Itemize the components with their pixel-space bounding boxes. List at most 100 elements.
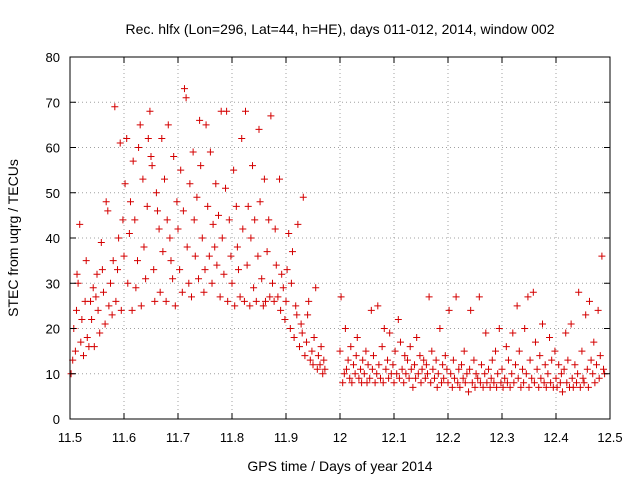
data-point bbox=[352, 352, 360, 360]
data-point bbox=[71, 347, 79, 355]
data-point bbox=[449, 356, 457, 364]
data-point bbox=[417, 379, 425, 387]
data-point bbox=[481, 370, 489, 378]
data-point bbox=[286, 325, 294, 332]
data-point bbox=[357, 365, 365, 373]
y-tick-label: 40 bbox=[46, 231, 60, 246]
data-point bbox=[433, 383, 441, 391]
data-point bbox=[427, 379, 435, 387]
data-point bbox=[557, 370, 565, 378]
y-tick-label: 20 bbox=[46, 322, 60, 337]
data-point bbox=[391, 347, 399, 355]
data-point bbox=[251, 216, 259, 224]
data-point bbox=[303, 338, 311, 346]
x-tick-label: 12.5 bbox=[597, 430, 622, 445]
data-point bbox=[472, 370, 480, 378]
data-point bbox=[136, 121, 144, 129]
data-point bbox=[252, 297, 260, 305]
data-point bbox=[317, 343, 325, 351]
data-point bbox=[384, 356, 392, 364]
y-tick-label: 80 bbox=[46, 50, 60, 65]
data-point bbox=[558, 388, 566, 396]
data-point bbox=[299, 193, 307, 201]
y-tick-label: 10 bbox=[46, 367, 60, 382]
data-point bbox=[319, 370, 327, 378]
data-point bbox=[594, 306, 602, 314]
data-point bbox=[258, 275, 266, 283]
data-point bbox=[243, 261, 251, 269]
data-point bbox=[401, 352, 409, 360]
data-point bbox=[174, 225, 182, 233]
data-point bbox=[439, 361, 447, 369]
data-point bbox=[416, 352, 424, 360]
data-point bbox=[531, 338, 539, 346]
data-point bbox=[150, 266, 158, 274]
data-point bbox=[394, 315, 402, 323]
data-point bbox=[340, 370, 348, 378]
data-point bbox=[506, 383, 514, 391]
data-point bbox=[537, 374, 545, 382]
data-point bbox=[579, 374, 587, 382]
data-point bbox=[170, 153, 178, 161]
data-point bbox=[423, 370, 431, 378]
data-point bbox=[379, 379, 387, 387]
data-point bbox=[272, 261, 280, 269]
data-point bbox=[109, 257, 117, 265]
data-point bbox=[249, 162, 257, 170]
data-point bbox=[600, 365, 608, 373]
data-point bbox=[495, 325, 503, 332]
data-point bbox=[306, 356, 314, 364]
data-point bbox=[366, 374, 374, 382]
data-point bbox=[590, 338, 598, 346]
data-point bbox=[371, 379, 379, 387]
data-point bbox=[274, 293, 282, 301]
data-point bbox=[414, 370, 422, 378]
data-point bbox=[406, 343, 414, 351]
x-tick-label: 11.7 bbox=[166, 430, 190, 445]
data-point bbox=[111, 103, 119, 111]
data-point bbox=[269, 279, 276, 287]
data-point bbox=[177, 166, 185, 174]
data-point bbox=[363, 379, 371, 387]
data-point bbox=[135, 144, 143, 151]
data-point bbox=[234, 266, 242, 274]
data-point bbox=[266, 293, 274, 301]
data-point bbox=[444, 379, 452, 387]
data-point bbox=[398, 365, 406, 373]
data-point bbox=[337, 293, 345, 301]
data-point bbox=[347, 343, 355, 351]
data-point bbox=[378, 343, 386, 351]
data-point bbox=[294, 220, 302, 228]
data-point bbox=[501, 374, 509, 382]
data-point bbox=[458, 361, 465, 369]
data-point bbox=[321, 365, 329, 373]
data-point bbox=[373, 370, 381, 378]
data-point bbox=[476, 379, 484, 387]
data-point bbox=[143, 202, 151, 210]
data-point bbox=[260, 175, 268, 183]
data-point bbox=[107, 279, 114, 287]
data-point bbox=[432, 356, 440, 364]
data-point bbox=[231, 302, 239, 310]
data-point bbox=[146, 107, 154, 115]
data-point bbox=[499, 383, 507, 391]
data-point bbox=[468, 379, 476, 387]
data-point bbox=[455, 365, 463, 373]
data-point bbox=[367, 306, 375, 314]
data-point bbox=[431, 374, 438, 382]
data-point bbox=[82, 257, 90, 265]
data-point bbox=[467, 306, 475, 314]
data-point bbox=[218, 234, 226, 242]
data-point bbox=[281, 315, 289, 323]
data-point bbox=[124, 279, 132, 287]
data-point bbox=[350, 361, 357, 369]
data-point bbox=[336, 347, 344, 355]
data-point bbox=[215, 211, 222, 219]
data-point bbox=[402, 370, 410, 378]
data-point bbox=[568, 374, 576, 382]
data-point bbox=[513, 302, 521, 310]
data-point bbox=[587, 356, 595, 364]
data-point bbox=[78, 315, 86, 323]
data-point bbox=[519, 365, 527, 373]
data-point bbox=[520, 379, 528, 387]
